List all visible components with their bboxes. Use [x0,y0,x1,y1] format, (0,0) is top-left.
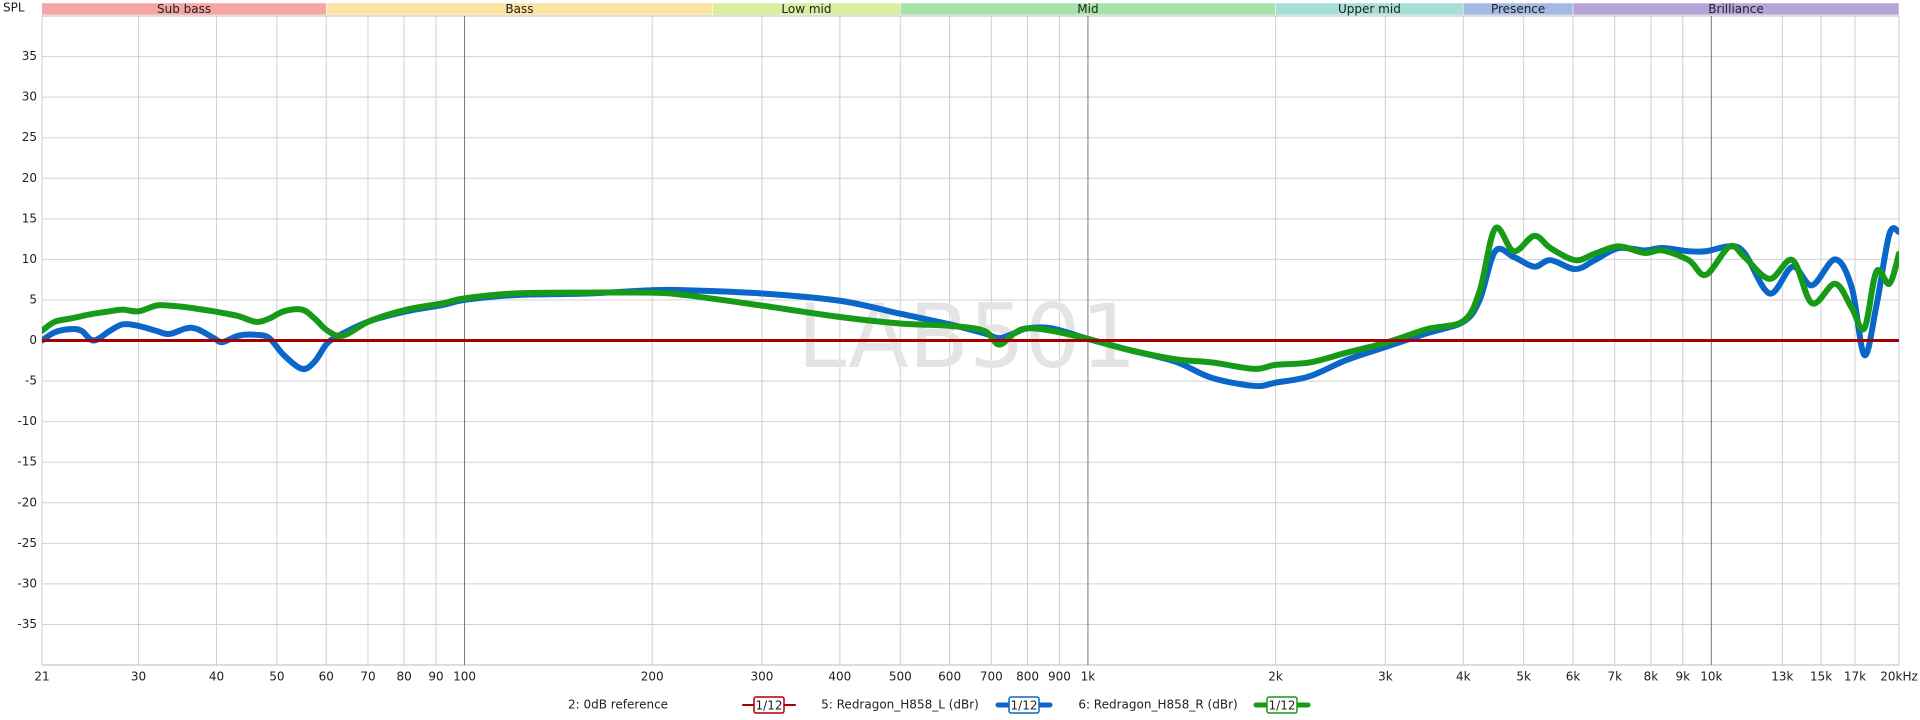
y-tick-label: -10 [17,414,37,428]
band-label: Low mid [781,2,831,16]
y-tick-label: 20 [22,171,37,185]
y-tick-label: -35 [17,617,37,631]
legend-smoothing-box [1266,696,1298,714]
x-tick-label: 50 [269,670,284,684]
legend: 2: 0dB reference 1/12 5: Redragon_H858_L (… [568,696,1311,714]
x-tick-label: 80 [396,670,411,684]
legend-smoothing: 1/12 [1269,699,1296,713]
x-tick-label: 30 [131,670,146,684]
legend-label: 6: Redragon_H858_R (dBr) [1078,698,1237,712]
x-tick-label: 9k [1676,670,1691,684]
y-tick-label: 35 [22,49,37,63]
y-tick-label: -15 [17,455,37,469]
band [1572,2,1899,16]
x-tick-label: 10k [1700,670,1722,684]
x-tick-label: 500 [889,670,912,684]
y-tick-label: 25 [22,130,37,144]
x-tick-label: 100 [453,670,476,684]
band-label: Sub bass [157,2,211,16]
y-tick-label: 5 [29,292,37,306]
x-tick-label: 90 [428,670,443,684]
x-tick-label: 5k [1516,670,1531,684]
y-tick-label: -30 [17,576,37,590]
x-tick-label: 3k [1378,670,1393,684]
x-tick-label: 600 [938,670,961,684]
x-tick-label: 2k [1268,670,1283,684]
x-tick-label: 20kHz [1880,670,1918,684]
y-tick-label: -25 [17,536,37,550]
band-label: Brilliance [1708,2,1763,16]
curves [42,224,1899,390]
x-tick-label: 200 [641,670,664,684]
y-tick-label: -5 [25,374,37,388]
legend-smoothing: 1/12 [1011,699,1038,713]
band-bar [42,2,1899,16]
x-tick-label: 17k [1844,670,1866,684]
legend-label: 2: 0dB reference [568,698,668,712]
y-tick-label: 15 [22,211,37,225]
legend-smoothing-box [1008,696,1040,714]
series-line [42,224,1899,372]
x-tick-label: 21 [34,670,49,684]
x-tick-label: 4k [1456,670,1471,684]
x-tick-label: 1k [1081,670,1096,684]
x-tick-label: 6k [1566,670,1581,684]
legend-smoothing-box [753,696,785,714]
y-tick-label: 30 [22,90,37,104]
x-tick-label: 13k [1771,670,1793,684]
x-tick-label: 8k [1644,670,1659,684]
band-label: Presence [1491,2,1545,16]
band-label: Mid [1077,2,1098,16]
x-tick-label: 60 [319,670,334,684]
x-tick-label: 15k [1810,670,1832,684]
x-tick-label: 800 [1016,670,1039,684]
band-label: Bass [505,2,533,16]
legend-smoothing: 1/12 [756,699,783,713]
y-axis-label: SPL [3,1,25,15]
x-tick-label: 70 [360,670,375,684]
band-label: Upper mid [1338,2,1401,16]
x-tick-label: 300 [751,670,774,684]
y-tick-label: 0 [29,333,37,347]
x-tick-label: 400 [828,670,851,684]
x-tick-label: 7k [1607,670,1622,684]
y-tick-label: 10 [22,252,37,266]
x-tick-label: 700 [980,670,1003,684]
x-tick-label: 40 [209,670,224,684]
x-tick-label: 900 [1048,670,1071,684]
y-tick-label: -20 [17,495,37,509]
legend-label: 5: Redragon_H858_L (dBr) [821,698,979,712]
